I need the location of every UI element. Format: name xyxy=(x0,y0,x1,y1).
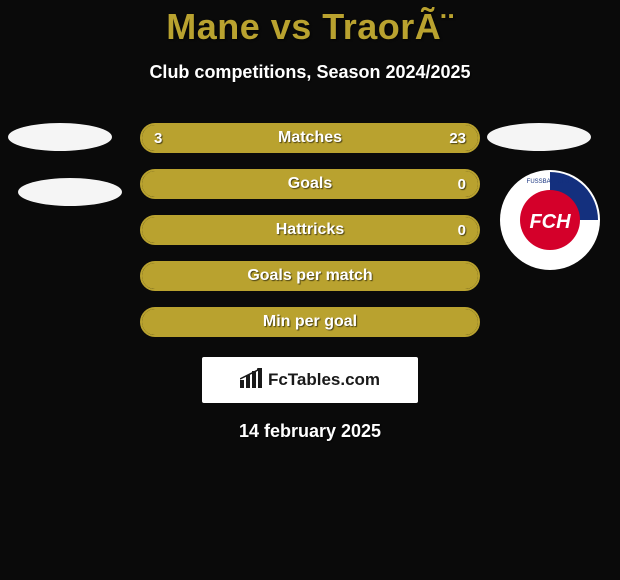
fctables-logo-text: FcTables.com xyxy=(268,370,380,390)
subtitle: Club competitions, Season 2024/2025 xyxy=(0,62,620,83)
stat-row: Goals per match xyxy=(140,261,480,291)
stat-label: Matches xyxy=(278,129,342,147)
fctables-logo: FcTables.com xyxy=(202,357,418,403)
stat-label: Goals per match xyxy=(247,267,372,285)
stat-value-right: 23 xyxy=(449,130,466,147)
date-text: 14 february 2025 xyxy=(0,421,620,442)
svg-text:FCH: FCH xyxy=(529,211,571,233)
svg-text:1846: 1846 xyxy=(542,258,558,265)
stat-row: Min per goal xyxy=(140,307,480,337)
stat-value-right: 0 xyxy=(458,222,466,239)
stat-label: Hattricks xyxy=(276,221,344,239)
club-badge-fch: FCH FUSSBALLCLUB 1846 xyxy=(500,170,600,270)
chart-bars-icon xyxy=(240,368,262,393)
stat-value-right: 0 xyxy=(458,176,466,193)
fch-logo-icon: FCH FUSSBALLCLUB 1846 xyxy=(500,170,600,270)
player-left-badge-2 xyxy=(18,178,122,206)
stat-label: Min per goal xyxy=(263,313,357,331)
stat-label: Goals xyxy=(288,175,332,193)
page-title: Mane vs TraorÃ¨ xyxy=(0,0,620,48)
stat-row: 3 23 Matches xyxy=(140,123,480,153)
player-left-badge-1 xyxy=(8,123,112,151)
stat-value-left: 3 xyxy=(154,130,162,147)
stat-row: 0 Goals xyxy=(140,169,480,199)
svg-text:FUSSBALLCLUB: FUSSBALLCLUB xyxy=(527,179,574,185)
stat-row: 0 Hattricks xyxy=(140,215,480,245)
player-right-badge-1 xyxy=(487,123,591,151)
